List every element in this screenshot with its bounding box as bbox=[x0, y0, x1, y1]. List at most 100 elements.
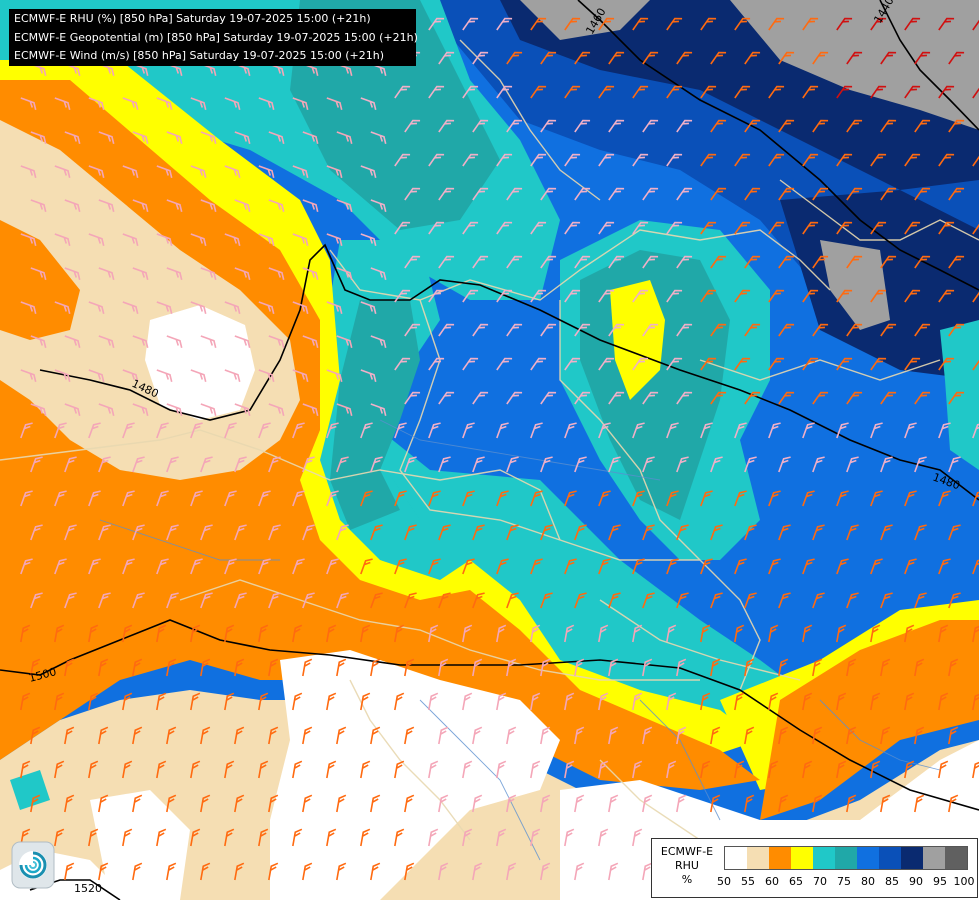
wind-barb bbox=[948, 255, 965, 269]
wind-barb bbox=[564, 357, 581, 371]
wind-barb bbox=[292, 233, 309, 246]
wind-barb bbox=[846, 726, 857, 745]
wind-barb bbox=[200, 524, 213, 541]
wind-barb bbox=[778, 726, 789, 745]
legend-tick-label: 85 bbox=[885, 875, 899, 888]
wind-barb bbox=[234, 794, 245, 813]
wind-barb bbox=[292, 828, 303, 847]
wind-barb bbox=[224, 558, 237, 575]
wind-barb bbox=[530, 221, 547, 235]
wind-barb bbox=[608, 658, 619, 677]
wind-barb bbox=[734, 289, 751, 303]
wind-barb bbox=[302, 726, 313, 745]
wind-barb bbox=[292, 692, 303, 711]
wind-barb bbox=[30, 794, 41, 813]
wind-barb bbox=[836, 692, 847, 711]
wind-barb bbox=[190, 624, 201, 643]
wind-barb bbox=[258, 692, 269, 711]
wind-barb bbox=[30, 658, 41, 677]
wind-barb bbox=[506, 119, 523, 133]
wind-barb bbox=[744, 119, 761, 133]
wind-barb bbox=[642, 323, 659, 337]
wind-barb bbox=[914, 391, 931, 405]
wind-barb bbox=[700, 692, 711, 711]
wind-barb bbox=[948, 119, 965, 133]
wind-barb bbox=[302, 592, 315, 609]
wind-barb bbox=[540, 794, 551, 813]
wind-barb bbox=[768, 692, 779, 711]
wind-barb bbox=[608, 391, 625, 405]
wind-barb bbox=[666, 357, 683, 371]
wind-barb bbox=[404, 119, 421, 133]
wind-barb bbox=[710, 187, 727, 201]
wind-barb bbox=[190, 828, 201, 847]
wind-barb bbox=[506, 323, 523, 337]
wind-barb bbox=[438, 794, 449, 813]
wind-barb bbox=[64, 658, 75, 677]
wind-barb bbox=[632, 357, 649, 371]
wind-barb bbox=[122, 624, 133, 643]
wind-barb bbox=[462, 692, 473, 711]
wind-barb bbox=[938, 490, 951, 507]
wind-barb bbox=[540, 456, 553, 473]
wind-barb bbox=[802, 289, 819, 303]
wind-barb bbox=[54, 624, 65, 643]
ecmwf-spiral-logo-icon bbox=[11, 841, 55, 889]
wind-barb bbox=[778, 323, 795, 337]
wind-barb bbox=[336, 726, 347, 745]
wind-barb bbox=[802, 221, 819, 235]
wind-barb bbox=[370, 726, 381, 745]
wind-barb bbox=[132, 456, 145, 473]
wind-barb bbox=[88, 233, 105, 246]
wind-barb bbox=[428, 490, 441, 507]
wind-barb bbox=[404, 794, 415, 813]
wind-barb bbox=[462, 422, 475, 439]
wind-barb bbox=[598, 153, 615, 167]
wind-barb bbox=[234, 267, 251, 280]
wind-barb bbox=[30, 726, 41, 745]
wind-barb bbox=[564, 422, 577, 439]
wind-barb bbox=[88, 760, 99, 779]
wind-barb bbox=[258, 233, 275, 246]
wind-barb bbox=[904, 85, 921, 99]
wind-barb bbox=[676, 456, 689, 473]
wind-barb bbox=[666, 221, 683, 235]
wind-barb bbox=[326, 490, 339, 507]
wind-barb bbox=[200, 267, 217, 280]
wind-barb bbox=[914, 524, 927, 541]
wind-barb bbox=[574, 726, 585, 745]
wind-barb bbox=[506, 862, 517, 881]
legend-swatch bbox=[835, 847, 857, 869]
wind-barb bbox=[506, 726, 517, 745]
wind-barb bbox=[642, 391, 659, 405]
wind-barb bbox=[292, 422, 305, 439]
wind-barb bbox=[472, 592, 485, 609]
wind-barb bbox=[598, 828, 609, 847]
wind-barb bbox=[778, 592, 791, 609]
wind-barb bbox=[744, 592, 757, 609]
wind-barb bbox=[428, 357, 445, 371]
wind-barb bbox=[370, 658, 381, 677]
wind-barb bbox=[156, 558, 169, 575]
wind-barb bbox=[734, 422, 747, 439]
wind-barb bbox=[258, 165, 275, 178]
wind-barb bbox=[190, 301, 207, 314]
wind-barb bbox=[744, 658, 755, 677]
wind-barb bbox=[608, 187, 625, 201]
wind-barb bbox=[938, 85, 955, 99]
wind-barb bbox=[360, 490, 373, 507]
wind-barb bbox=[462, 760, 473, 779]
wind-barb bbox=[234, 335, 251, 348]
wind-barb bbox=[234, 592, 247, 609]
wind-barb bbox=[302, 335, 319, 348]
wind-barb bbox=[506, 391, 523, 405]
wind-barb bbox=[574, 456, 587, 473]
wind-barb bbox=[326, 692, 337, 711]
wind-barb bbox=[302, 794, 313, 813]
wind-barb bbox=[200, 335, 217, 348]
wind-barb bbox=[292, 760, 303, 779]
wind-barb bbox=[20, 301, 37, 314]
wind-barb bbox=[608, 726, 619, 745]
wind-barb bbox=[370, 524, 383, 541]
wind-barb bbox=[904, 289, 921, 303]
